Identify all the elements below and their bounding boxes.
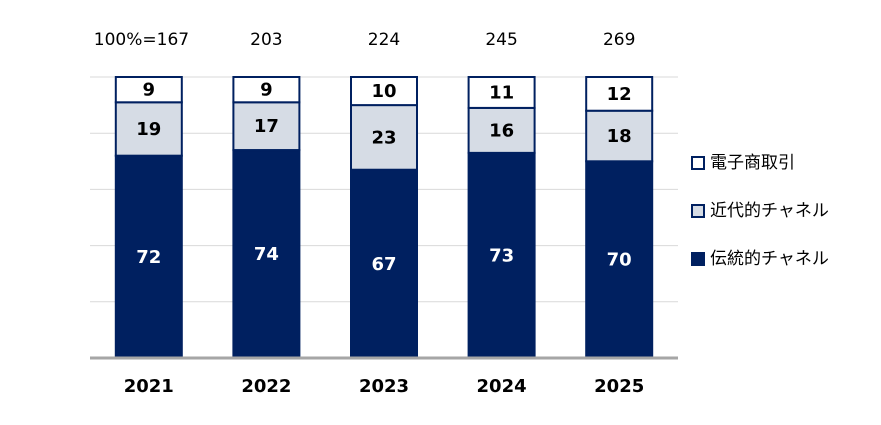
data-label: 9 — [260, 80, 273, 101]
data-label: 11 — [489, 82, 514, 103]
x-tick-label: 2024 — [477, 376, 527, 397]
data-label: 74 — [254, 244, 279, 265]
data-label: 70 — [607, 250, 632, 271]
data-label: 73 — [489, 245, 514, 266]
bar-segment — [232, 76, 301, 104]
legend-label: 電子商取引 — [710, 153, 795, 173]
bar-segment — [114, 76, 183, 104]
legend-swatch — [691, 252, 705, 266]
data-label: 16 — [489, 120, 514, 141]
total-label: 245 — [485, 30, 517, 50]
total-label: 224 — [368, 30, 400, 50]
bar-segment — [467, 151, 536, 359]
data-label: 72 — [136, 247, 161, 268]
bar-segment — [585, 160, 654, 359]
data-label: 18 — [607, 126, 632, 147]
total-label: 269 — [603, 30, 635, 50]
total-label: 100%=167 — [94, 30, 189, 50]
x-tick-label: 2022 — [241, 376, 291, 397]
data-label: 23 — [371, 127, 396, 148]
bar-segment — [114, 101, 183, 157]
bar-segment — [350, 168, 418, 359]
data-label: 19 — [136, 119, 161, 140]
bar-segment — [350, 76, 418, 107]
legend-swatch — [691, 156, 705, 170]
bar-segment — [585, 109, 654, 163]
bar-segment — [585, 76, 654, 112]
bar-segment — [467, 76, 536, 109]
bar-segment — [232, 101, 301, 152]
x-tick-label: 2023 — [359, 376, 409, 397]
data-label: 12 — [607, 84, 632, 105]
bar-segment — [467, 106, 536, 154]
data-label: 67 — [371, 254, 396, 275]
total-label: 203 — [250, 30, 282, 50]
x-tick-label: 2025 — [594, 376, 644, 397]
legend-swatch — [691, 204, 705, 218]
data-label: 9 — [143, 80, 156, 101]
bar-segment — [350, 104, 418, 171]
data-label: 10 — [371, 81, 396, 102]
x-tick-label: 2021 — [124, 376, 174, 397]
legend-label: 伝統的チャネル — [710, 249, 829, 269]
data-label: 17 — [254, 116, 279, 137]
legend-label: 近代的チャネル — [710, 201, 829, 221]
